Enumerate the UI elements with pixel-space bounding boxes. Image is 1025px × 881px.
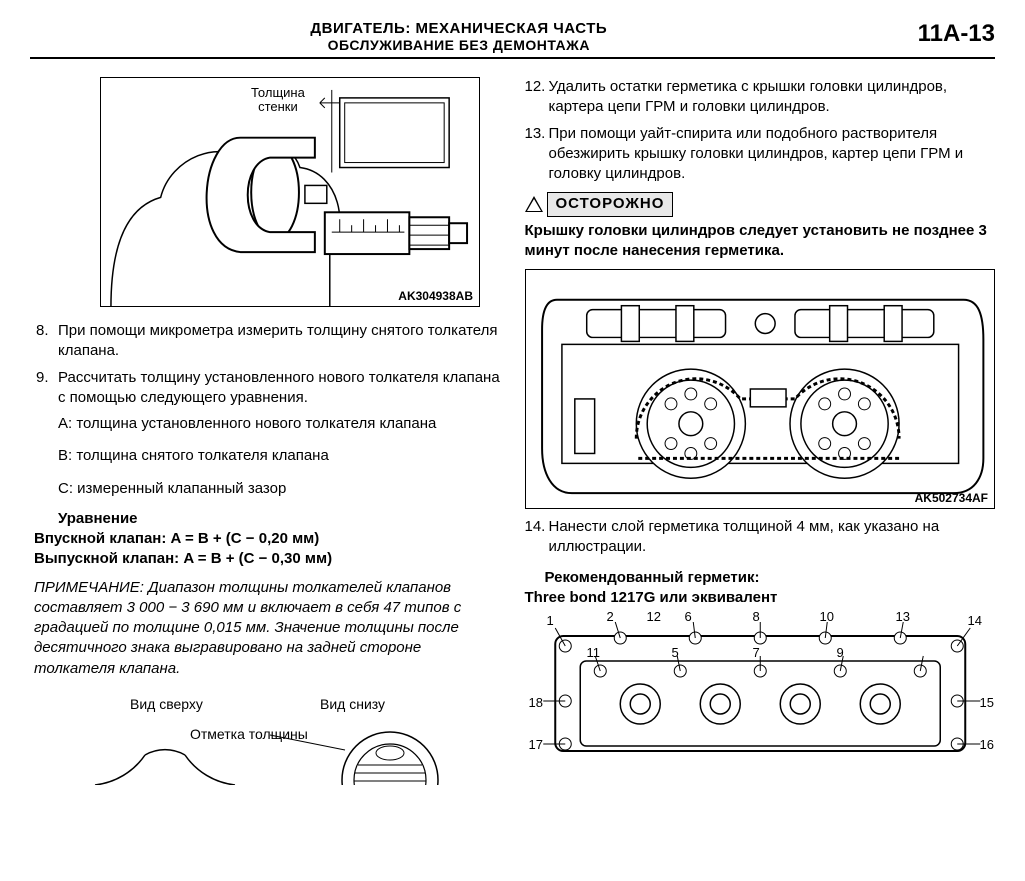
bolt-5: 5 xyxy=(672,644,679,662)
fig1-svg xyxy=(101,78,479,307)
right-column: 12. Удалить остатки герметика с крышки г… xyxy=(525,77,996,785)
bolt-17: 17 xyxy=(529,736,543,754)
page-header: ДВИГАТЕЛЬ: МЕХАНИЧЕСКАЯ ЧАСТЬ ОБСЛУЖИВАН… xyxy=(30,20,995,59)
step-14: 14. Нанести слой герметика толщиной 4 мм… xyxy=(525,517,996,558)
bolt-14: 14 xyxy=(968,612,982,630)
bolt-13: 13 xyxy=(896,608,910,626)
fig2-svg xyxy=(526,270,995,508)
step-12: 12. Удалить остатки герметика с крышки г… xyxy=(525,77,996,118)
step-13-num: 13. xyxy=(525,124,549,185)
bolt-16: 16 xyxy=(980,736,994,754)
header-title-2: ОБСЛУЖИВАНИЕ БЕЗ ДЕМОНТАЖА xyxy=(30,37,888,53)
bolt-12: 12 xyxy=(647,608,661,626)
equation-exhaust: Выпускной клапан: A = B + (C − 0,30 мм) xyxy=(34,549,501,569)
figure-valve-cover: 1 2 12 6 8 10 13 14 18 15 17 16 11 5 7 9 xyxy=(525,616,996,756)
fig3-top-view-label: Вид сверху xyxy=(130,695,203,714)
figure-tappet-views: Вид сверху Вид снизу Отметка толщины xyxy=(90,695,490,785)
bolt-11: 11 xyxy=(587,644,601,662)
def-c: C: измеренный клапанный зазор xyxy=(58,479,501,499)
step-14-text: Нанести слой герметика толщиной 4 мм, ка… xyxy=(549,517,996,558)
fig3-bottom-view-label: Вид снизу xyxy=(320,695,385,714)
bolt-7: 7 xyxy=(753,644,760,662)
caution-text: Крышку головки цилиндров следует установ… xyxy=(525,221,996,262)
fig3-thickness-mark-label: Отметка толщины xyxy=(190,725,308,744)
fig4-svg xyxy=(525,616,996,756)
step-8: 8. При помощи микрометра измерить толщин… xyxy=(36,321,501,362)
step-8-num: 8. xyxy=(36,321,58,362)
caution-label: ОСТОРОЖНО xyxy=(547,192,674,216)
fig2-ref: AK502734AF xyxy=(915,490,988,506)
warning-triangle-icon xyxy=(525,196,543,212)
bolt-2: 2 xyxy=(607,608,614,626)
bolt-15: 15 xyxy=(980,694,994,712)
fig1-ref: AK304938AB xyxy=(398,288,473,304)
figure-cylinder-head: AK502734AF xyxy=(525,269,996,509)
equation-intake: Впускной клапан: A = B + (C − 0,20 мм) xyxy=(34,529,501,549)
step-9-text: Рассчитать толщину установленного нового… xyxy=(58,368,501,409)
def-b: B: толщина снятого толкателя клапана xyxy=(58,446,501,466)
equation-heading: Уравнение xyxy=(58,509,501,529)
step-14-num: 14. xyxy=(525,517,549,558)
bolt-1: 1 xyxy=(547,612,554,630)
bolt-18: 18 xyxy=(529,694,543,712)
figure-micrometer: Толщина стенки xyxy=(100,77,480,307)
step-9: 9. Рассчитать толщину установленного нов… xyxy=(36,368,501,409)
bolt-6: 6 xyxy=(685,608,692,626)
step-13: 13. При помощи уайт-спирита или подобног… xyxy=(525,124,996,185)
caution-row: ОСТОРОЖНО xyxy=(525,192,996,216)
header-title-1: ДВИГАТЕЛЬ: МЕХАНИЧЕСКАЯ ЧАСТЬ xyxy=(30,20,888,37)
recommended-sealant-value: Three bond 1217G или эквивалент xyxy=(525,588,996,608)
step-13-text: При помощи уайт-спирита или подобного ра… xyxy=(549,124,996,185)
def-a: A: толщина установленного нового толкате… xyxy=(58,414,501,434)
bolt-9: 9 xyxy=(837,644,844,662)
bolt-8: 8 xyxy=(753,608,760,626)
page-number: 11A-13 xyxy=(888,20,995,48)
bolt-10: 10 xyxy=(820,608,834,626)
step-12-num: 12. xyxy=(525,77,549,118)
step-8-text: При помощи микрометра измерить толщину с… xyxy=(58,321,501,362)
step-9-num: 9. xyxy=(36,368,58,409)
left-column: Толщина стенки xyxy=(30,77,501,785)
recommended-sealant-heading: Рекомендованный герметик: xyxy=(545,568,996,588)
step-12-text: Удалить остатки герметика с крышки голов… xyxy=(549,77,996,118)
note-text: ПРИМЕЧАНИЕ: Диапазон толщины толкателей … xyxy=(34,578,501,679)
